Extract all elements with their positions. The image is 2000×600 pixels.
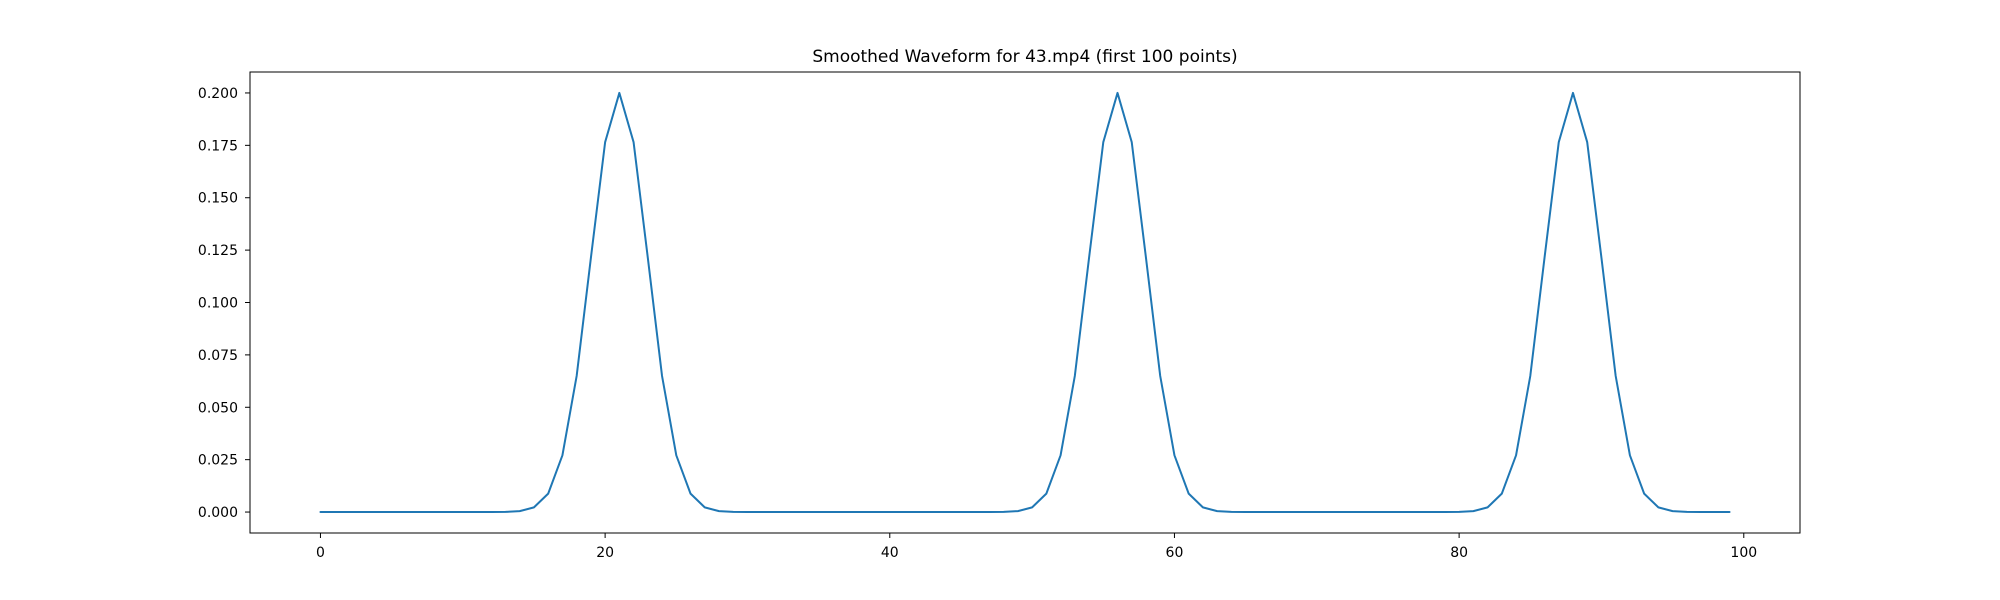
x-tick-label: 60 <box>1166 545 1184 561</box>
x-tick-label: 80 <box>1450 545 1468 561</box>
chart-title: Smoothed Waveform for 43.mp4 (first 100 … <box>812 47 1237 67</box>
waveform-line <box>319 91 1731 514</box>
x-tick-label: 20 <box>596 545 614 561</box>
plot-area-spines <box>249 71 1801 534</box>
y-tick-label: 0.125 <box>198 243 238 259</box>
y-tick-label: 0.050 <box>198 400 238 416</box>
y-tick-label: 0.000 <box>198 505 238 521</box>
y-tick-label: 0.150 <box>198 191 238 207</box>
x-tick-label: 100 <box>1730 545 1757 561</box>
x-axis-ticks: 0 20 40 60 80 100 <box>316 533 1757 561</box>
y-axis-ticks: 0.000 0.025 0.050 0.075 0.100 0.125 0.150 0.175… <box>198 86 250 521</box>
x-tick-label: 40 <box>881 545 899 561</box>
x-tick-label: 0 <box>316 545 325 561</box>
y-tick-label: 0.200 <box>198 86 238 102</box>
y-tick-label: 0.100 <box>198 296 238 312</box>
y-tick-label: 0.175 <box>198 138 238 154</box>
y-tick-label: 0.025 <box>198 453 238 469</box>
y-tick-label: 0.075 <box>198 348 238 364</box>
